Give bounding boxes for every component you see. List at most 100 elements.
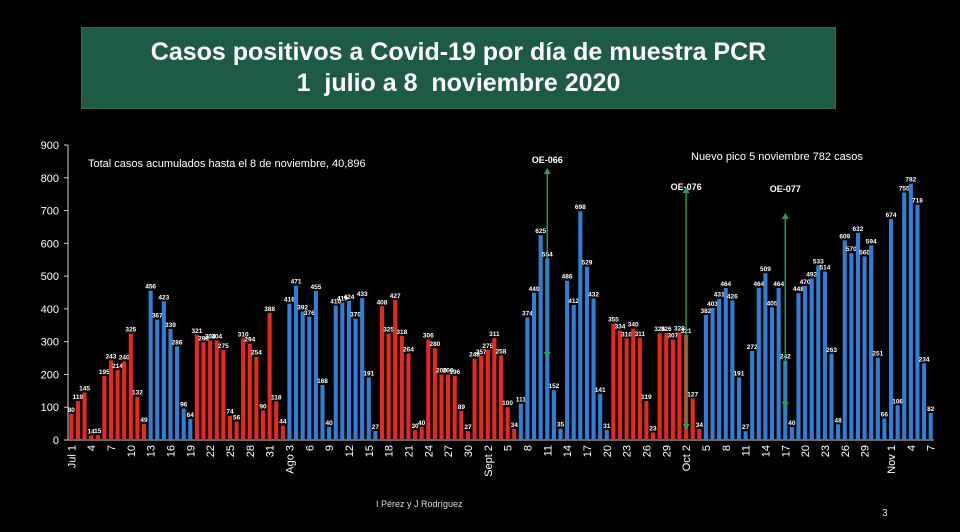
x-tick-label: 29 [661,445,673,457]
bar-value-label: 307 [667,332,678,339]
bar-value-label: 294 [244,337,255,344]
bar [736,377,742,440]
bar-value-label: 127 [687,391,698,398]
bar [796,293,801,440]
x-tick-label: 16 [165,445,177,457]
bar [875,357,880,440]
y-tick-label: 900 [41,140,59,152]
bar-value-label: 258 [496,348,507,355]
bar-value-label: 328 [674,325,685,332]
bar-value-label: 64 [187,412,195,419]
bar-value-label: 272 [747,344,758,351]
bar [657,333,662,440]
bar [518,403,523,440]
bar [452,375,457,440]
bar [505,407,510,440]
x-tick-label: 7 [106,445,118,451]
x-tick-label: 30 [463,445,475,457]
x-tick-label: 11 [542,445,554,456]
y-tick-label: 400 [41,304,59,316]
event-label: OE-077 [770,184,801,194]
x-tick-label: 31 [265,445,277,457]
bar-value-label: 426 [727,293,738,300]
bar [617,330,623,440]
bar [512,428,517,440]
title-banner: Casos positivos a Covid-19 por día de mu… [81,27,836,109]
bar [855,232,861,440]
bar [69,413,74,440]
bar-value-label: 311 [635,331,646,338]
bar-value-label: 111 [516,397,527,404]
bar [525,317,530,440]
x-tick-label: 10 [126,445,138,457]
bar [386,333,391,440]
bar [465,431,470,440]
x-tick-label: 8 [522,445,534,451]
bar-value-label: 304 [205,333,216,340]
bar-value-label: 264 [403,346,414,353]
bar [175,346,180,440]
y-tick-label: 0 [53,435,59,447]
bar-value-label: 392 [297,305,308,312]
bar-value-label: 275 [482,343,493,350]
bar [611,323,616,440]
bar [538,235,543,440]
bar-value-label: 403 [707,301,718,308]
bar-value-label: 27 [742,424,750,431]
bar [241,338,246,440]
bar-value-label: 286 [172,339,183,346]
bar [624,338,629,440]
bar [214,340,219,440]
bar-value-label: 321 [191,328,202,335]
bar-value-label: 119 [73,394,84,401]
bar-value-label: 470 [800,279,811,286]
bar-value-label: 254 [251,350,262,357]
x-tick-label: 23 [622,445,634,457]
y-tick-label: 300 [41,337,59,349]
bar-value-label: 609 [839,233,850,240]
bar-value-label: 306 [423,333,434,340]
bar [379,306,385,440]
bar-value-label: 145 [79,385,90,392]
bar-value-label: 431 [714,292,725,299]
bar [208,340,213,440]
bar [690,398,695,440]
bar [922,363,927,440]
x-tick-label: 29 [860,445,872,457]
y-tick-label: 600 [41,238,59,250]
bar-value-label: 533 [813,258,824,265]
bar-value-label: 263 [826,347,837,354]
bar-value-label: 240 [119,354,130,361]
bar-value-label: 514 [819,265,830,272]
bar [816,265,821,440]
bar-value-label: 416 [284,297,295,304]
bar-value-label: 27 [372,424,380,431]
bar-value-label: 35 [557,422,565,429]
bar [340,302,345,440]
bar [485,349,490,440]
bar-value-label: 376 [304,310,315,317]
bar-value-label: 14 [88,428,96,435]
bar [201,342,206,440]
bar [842,240,847,440]
bar-value-label: 560 [859,249,870,256]
bar [710,307,715,440]
bar-value-label: 509 [760,266,771,273]
bar [373,431,378,440]
bar [789,426,794,440]
bar-value-label: 200 [436,367,447,374]
bar [631,328,636,440]
bar [703,314,708,440]
bar-value-label: 106 [892,398,903,405]
bar [571,304,576,440]
bar-value-label: 718 [912,198,923,205]
bar-value-label: 118 [271,394,282,401]
bar [763,273,768,440]
bar-value-label: 257 [476,349,487,356]
bar-value-label: 31 [603,423,611,430]
bar-value-label: 30 [411,423,419,430]
bar-value-label: 89 [458,404,466,411]
bar-value-label: 34 [511,422,519,429]
x-tick-label: 24 [423,445,435,457]
bar-value-label: 243 [106,353,117,360]
